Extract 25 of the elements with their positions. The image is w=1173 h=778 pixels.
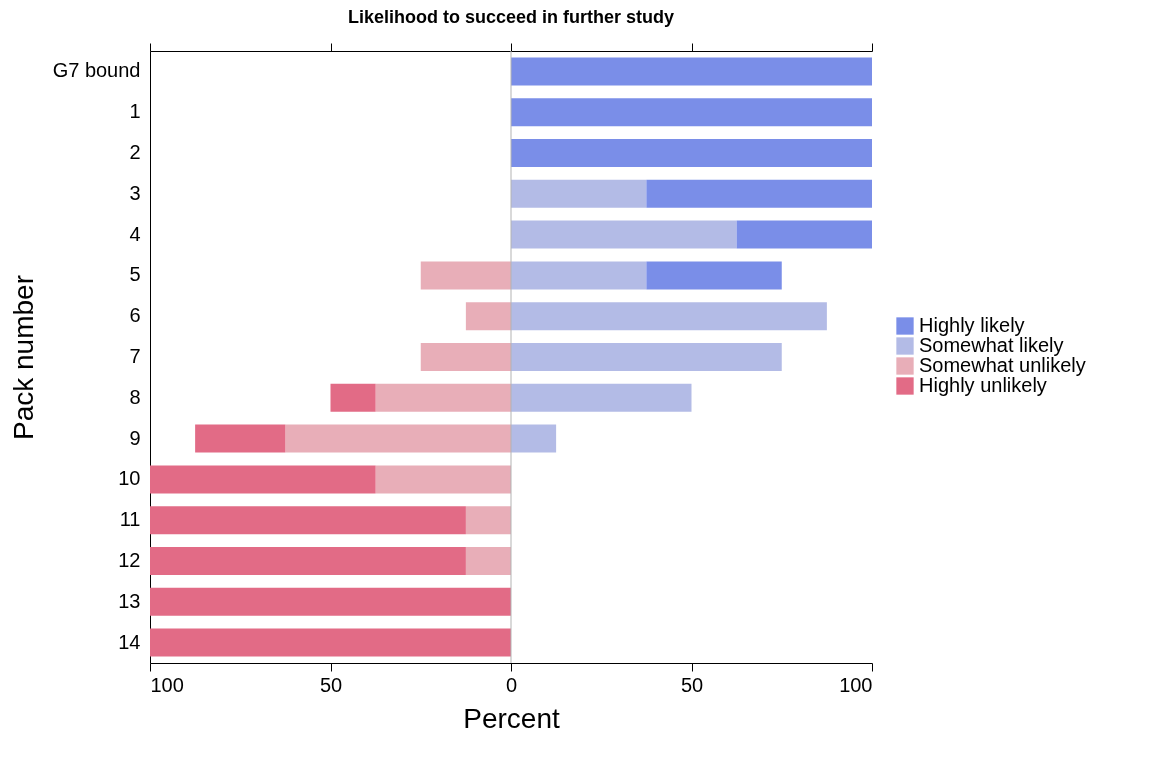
y-tick-label: 1: [129, 100, 141, 123]
x-tick-label: 100: [150, 673, 184, 696]
x-tick-label: 100: [839, 673, 873, 696]
y-tick-label: G7 bound: [52, 59, 141, 82]
y-tick-label: 12: [118, 549, 141, 571]
y-tick-label: 6: [129, 304, 141, 327]
y-tick-label: 14: [118, 630, 141, 653]
legend-label: Highly likely: [919, 314, 1025, 336]
y-tick-label: 3: [129, 181, 141, 204]
y-tick-label: 11: [119, 508, 141, 531]
y-tick-label: 2: [129, 141, 141, 163]
x-tick-label: 50: [680, 673, 704, 696]
y-tick-label: 13: [118, 589, 141, 612]
chart-title: Likelihood to succeed in further study: [347, 6, 675, 27]
y-tick-label: 10: [118, 467, 141, 490]
y-tick-label: 8: [129, 385, 141, 408]
x-tick-label: 50: [319, 673, 343, 696]
legend-label: Highly unlikely: [919, 374, 1047, 396]
y-tick-label: 5: [129, 263, 141, 286]
y-tick-label: 4: [129, 222, 141, 245]
x-tick-label: 0: [505, 673, 518, 696]
y-tick-label: 9: [129, 426, 141, 449]
y-tick-label: 7: [129, 345, 141, 367]
y-axis-title: Pack number: [7, 275, 39, 440]
x-axis-title: Percent: [463, 702, 560, 734]
